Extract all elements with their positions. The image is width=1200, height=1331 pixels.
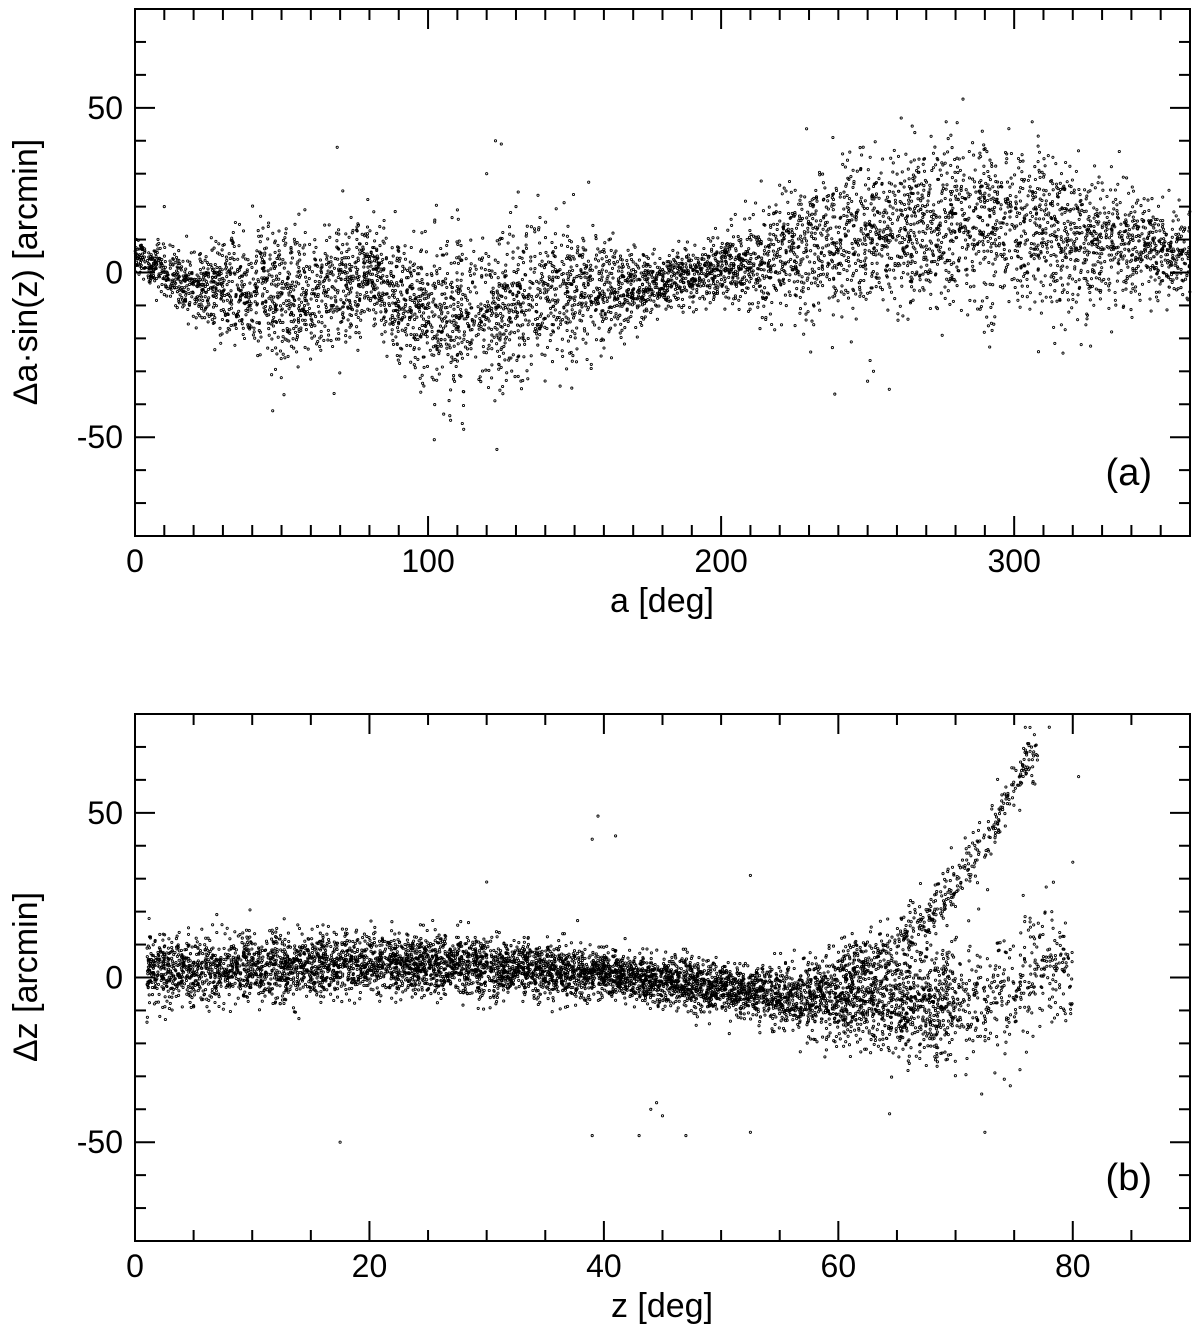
y-tick-label: -50	[77, 419, 123, 455]
y-tick-label: -50	[77, 1124, 123, 1160]
x-tick-label: 0	[126, 543, 144, 579]
y-axis-label-b: Δz [arcmin]	[7, 892, 45, 1062]
panel-label-b: (b)	[1106, 1157, 1152, 1199]
y-tick-label: 0	[105, 255, 123, 291]
x-tick-label: 200	[694, 543, 747, 579]
panel-a: 0 100 200 300 -50 0 50 (a) a [deg] Δa·sin(z) […	[7, 8, 1192, 620]
scatter-points-a	[133, 97, 1192, 451]
x-tick-label: 20	[352, 1248, 388, 1284]
x-tick-label: 300	[987, 543, 1040, 579]
x-tick-label: 100	[401, 543, 454, 579]
x-tick-label: 0	[126, 1248, 144, 1284]
y-axis-label-a: Δa·sin(z) [arcmin]	[7, 139, 45, 405]
ticks-a: 0 100 200 300 -50 0 50	[77, 8, 1191, 579]
y-tick-label: 0	[105, 960, 123, 996]
x-axis-label-b: z [deg]	[611, 1287, 713, 1325]
ticks-b: 0 20 40 60 80 -50 0 50	[77, 713, 1191, 1284]
y-tick-label: 50	[87, 795, 123, 831]
plot-frame-b	[134, 713, 1191, 1242]
scatter-point	[133, 97, 1192, 451]
x-tick-label: 40	[586, 1248, 622, 1284]
scatter-points-b	[145, 725, 1081, 1144]
panel-b: 0 20 40 60 80 -50 0 50 (b) z [deg] Δz [arcmin]	[7, 713, 1191, 1325]
scatter-point	[145, 725, 1081, 1144]
x-tick-label: 60	[821, 1248, 857, 1284]
panel-label-a: (a)	[1106, 452, 1152, 494]
x-axis-label-a: a [deg]	[610, 582, 714, 620]
y-tick-label: 50	[87, 90, 123, 126]
x-tick-label: 80	[1055, 1248, 1091, 1284]
